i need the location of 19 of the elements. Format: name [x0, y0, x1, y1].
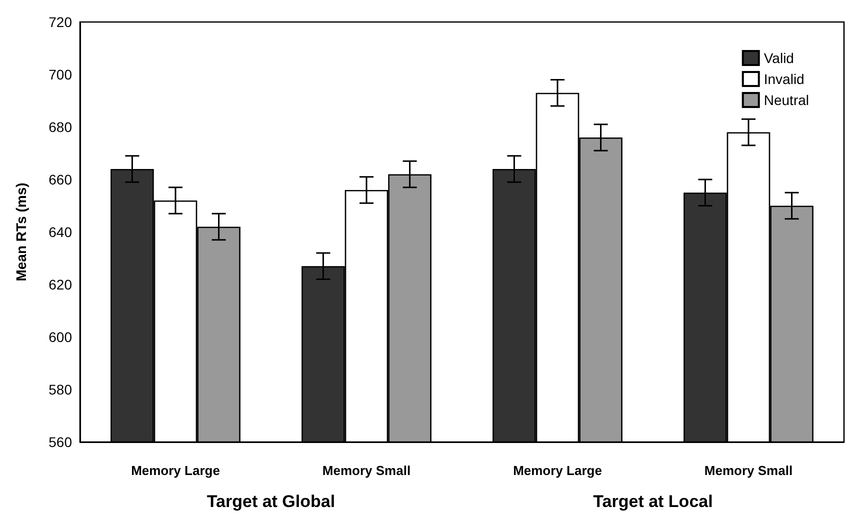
y-tick-label: 680	[48, 119, 72, 135]
x-tick-label: Memory Large	[131, 463, 220, 478]
y-tick-label: 580	[48, 382, 72, 398]
y-tick-label: 640	[48, 224, 72, 240]
y-axis-title: Mean RTs (ms)	[13, 182, 29, 282]
legend-label: Valid	[764, 50, 794, 66]
y-tick-label: 560	[48, 434, 72, 450]
y-tick-label: 600	[48, 329, 72, 345]
text: Target at Global	[206, 492, 336, 511]
legend-label: Invalid	[764, 71, 804, 87]
y-tick-label: 620	[48, 276, 72, 292]
y-tick-label: 700	[48, 66, 72, 82]
x-tick-label: Memory Small	[322, 463, 411, 478]
y-tick-label: 720	[48, 14, 72, 30]
x-tick-label: Memory Large	[513, 463, 602, 478]
x-tick-label: Memory Small	[704, 463, 793, 478]
text: Target at Local	[593, 492, 713, 511]
y-tick-label: 660	[48, 172, 72, 188]
legend-label: Neutral	[764, 92, 810, 108]
